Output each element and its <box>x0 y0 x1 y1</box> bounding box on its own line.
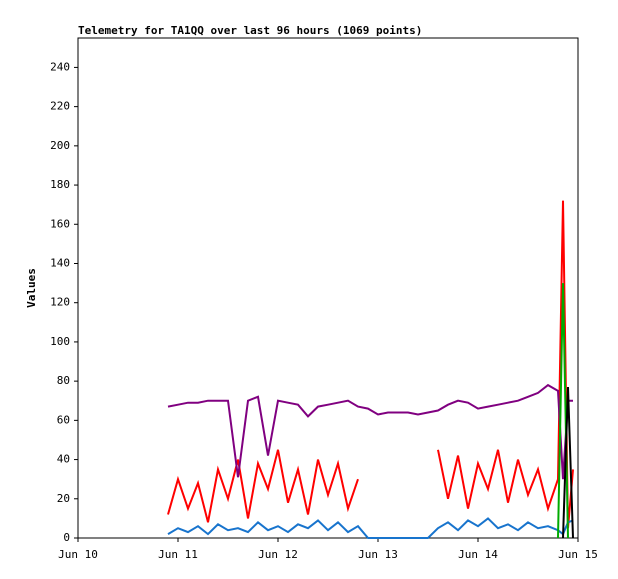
y-tick-label: 0 <box>63 531 70 544</box>
y-tick-label: 40 <box>57 453 70 466</box>
y-tick-label: 220 <box>50 100 70 113</box>
x-tick-label: Jun 13 <box>358 548 398 561</box>
y-axis-label: Values <box>25 268 38 308</box>
y-tick-label: 140 <box>50 256 70 269</box>
chart-title: Telemetry for TA1QQ over last 96 hours (… <box>78 24 422 37</box>
y-tick-label: 80 <box>57 374 70 387</box>
y-tick-label: 120 <box>50 296 70 309</box>
y-tick-label: 160 <box>50 217 70 230</box>
x-tick-label: Jun 11 <box>158 548 198 561</box>
series-line <box>167 383 573 480</box>
y-tick-label: 100 <box>50 335 70 348</box>
plot-area <box>77 37 579 539</box>
series-line <box>562 386 574 539</box>
y-tick-label: 180 <box>50 178 70 191</box>
x-tick-label: Jun 14 <box>458 548 498 561</box>
series-line <box>167 200 574 529</box>
series-line <box>167 517 574 539</box>
y-tick-label: 20 <box>57 492 70 505</box>
x-tick-label: Jun 15 <box>558 548 598 561</box>
y-tick-label: 200 <box>50 139 70 152</box>
y-tick-label: 60 <box>57 413 70 426</box>
x-tick-label: Jun 12 <box>258 548 298 561</box>
x-tick-label: Jun 10 <box>58 548 98 561</box>
y-tick-label: 240 <box>50 60 70 73</box>
